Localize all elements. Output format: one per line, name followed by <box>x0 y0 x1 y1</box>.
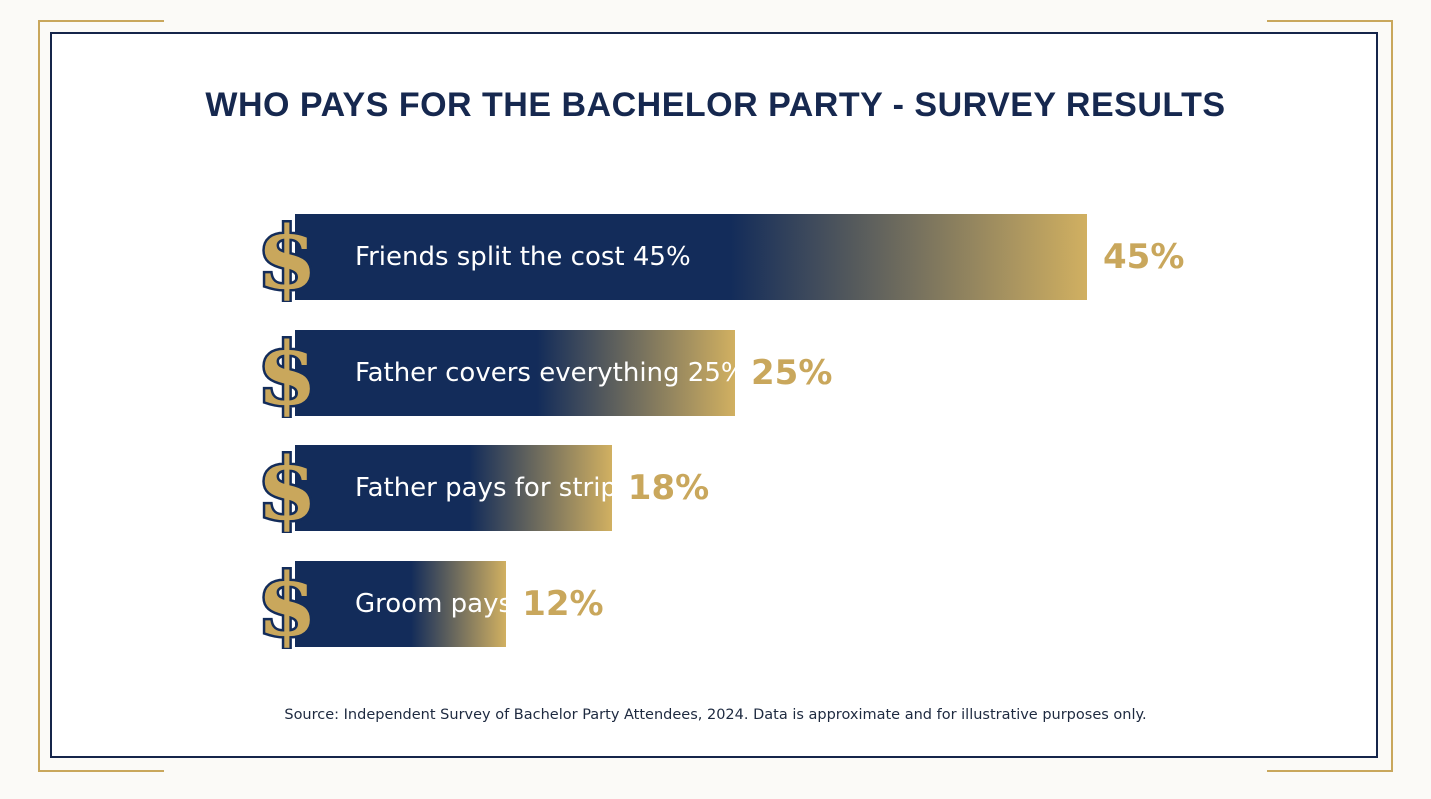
gold-border-left-side <box>38 20 40 772</box>
bar: Father pays for stripper only 18% <box>295 445 789 531</box>
dollar-sign-icon: $ <box>255 328 319 418</box>
svg-text:$: $ <box>257 443 317 533</box>
dollar-sign-icon: $ <box>255 559 319 649</box>
bar: Groom pays himself 12% <box>295 560 681 647</box>
bar-label: Father covers everything 25% <box>355 357 746 388</box>
bar-label: Father pays for stripper only 18% <box>355 473 790 503</box>
bar-value-label: 45% <box>1103 237 1185 277</box>
bar-label: Groom pays himself 12% <box>355 588 682 619</box>
svg-text:$: $ <box>257 559 317 649</box>
bar: Father covers everything 25% <box>295 329 746 416</box>
chart-title: WHO PAYS FOR THE BACHELOR PARTY - SURVEY… <box>205 86 1226 124</box>
bar-value-label: 18% <box>627 468 710 508</box>
gold-border-left-top <box>38 20 164 22</box>
bar-label: Friends split the cost 45% <box>355 242 691 272</box>
dollar-sign-icon: $ <box>255 212 319 302</box>
source-note: Source: Independent Survey of Bachelor P… <box>284 707 1147 723</box>
svg-text:$: $ <box>257 212 317 302</box>
bar: Friends split the cost 45% <box>295 214 1087 300</box>
gold-border-left-bottom <box>38 770 164 772</box>
dollar-sign-icon: $ <box>255 443 319 533</box>
svg-text:$: $ <box>257 328 317 418</box>
gold-border-right-side <box>1391 20 1393 772</box>
gold-border-right-top <box>1267 20 1393 22</box>
gold-border-right-bottom <box>1267 770 1393 772</box>
bar-value-label: 25% <box>751 352 833 393</box>
bar-value-label: 12% <box>522 583 604 624</box>
